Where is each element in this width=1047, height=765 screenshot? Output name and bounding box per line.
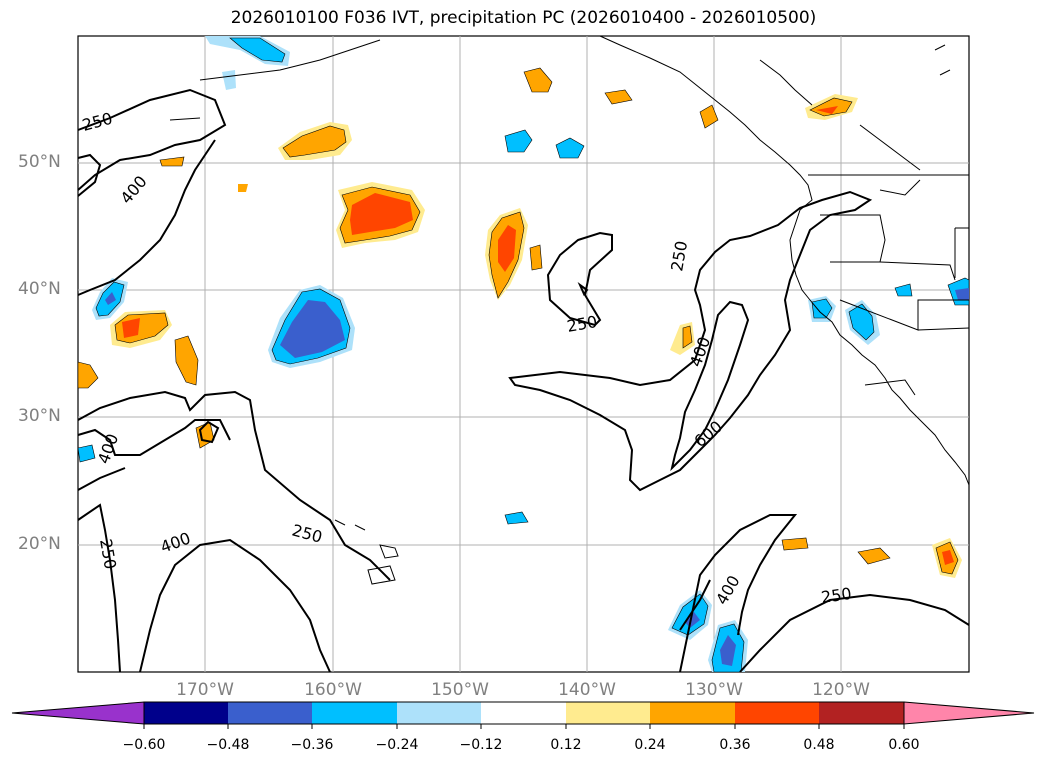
lon-label: 140°W	[558, 680, 616, 700]
precip-blob	[699, 104, 719, 129]
precip-blob	[781, 537, 809, 551]
precip-blob	[720, 635, 736, 666]
colorbar-tick: 0.36	[719, 737, 751, 753]
precip-blob	[77, 444, 96, 463]
precip-blob	[811, 298, 833, 319]
colorbar-tick: 0.48	[803, 737, 835, 753]
precip-blob	[848, 303, 875, 341]
precip-blob	[105, 292, 116, 305]
colorbar-segment	[397, 702, 481, 724]
map-title: 2026010100 F036 IVT, precipitation PC (2…	[230, 8, 817, 28]
precip-blob	[857, 547, 891, 565]
ivt-contours	[77, 88, 970, 673]
map-frame	[77, 35, 970, 673]
lat-label: 30°N	[18, 406, 61, 426]
precip-blob	[350, 193, 413, 235]
precip-blob	[809, 97, 853, 117]
colorbar-tick: 0.24	[634, 737, 666, 753]
colorbar-segment	[735, 702, 819, 724]
precip-blob	[504, 511, 529, 525]
colorbar-tick: −0.24	[375, 737, 419, 753]
colorbar-tick: −0.60	[122, 737, 166, 753]
contour-label: 250	[820, 584, 853, 607]
precip-blob	[159, 156, 185, 167]
precip-blob	[682, 325, 693, 349]
lat-label: 40°N	[18, 279, 61, 299]
lat-label: 50°N	[18, 152, 61, 172]
ivt-precip-map: 250 400 250 400 250 250 400 600 400 250 …	[77, 35, 970, 673]
colorbar-extend-high	[903, 701, 1035, 725]
precip-blob	[498, 225, 516, 272]
colorbar-tick: −0.48	[206, 737, 250, 753]
colorbar-segment	[566, 702, 650, 724]
precip-blob	[282, 125, 347, 158]
colorbar-segment	[312, 702, 397, 724]
colorbar-segment	[650, 702, 735, 724]
precip-blob	[229, 37, 286, 63]
colorbar-tick: −0.12	[459, 737, 503, 753]
precip-blob	[604, 89, 633, 105]
precip-blob	[280, 300, 345, 358]
colorbar-tick: 0.12	[550, 737, 582, 753]
precip-anomaly-fills	[77, 36, 970, 673]
precip-blob	[685, 612, 700, 628]
lon-label: 120°W	[812, 680, 870, 700]
precip-blob	[122, 318, 140, 338]
colorbar-tick: 0.60	[888, 737, 920, 753]
colorbar-segment	[144, 702, 228, 724]
precip-blob	[955, 288, 969, 300]
colorbar-extend-low	[11, 701, 145, 725]
lat-label: 20°N	[18, 534, 61, 554]
lon-label: 150°W	[431, 680, 489, 700]
precip-blob	[504, 129, 533, 153]
colorbar-tick: −0.36	[290, 737, 334, 753]
coastlines	[169, 35, 970, 585]
precip-blob	[523, 67, 553, 93]
precip-blob	[555, 137, 585, 159]
colorbar-segment	[481, 702, 566, 724]
precip-blob	[238, 184, 248, 192]
precip-blob	[529, 244, 543, 271]
precip-blob	[816, 106, 838, 114]
precip-blob	[222, 70, 236, 90]
precip-blob	[894, 283, 913, 297]
lon-label: 160°W	[304, 680, 362, 700]
colorbar	[11, 701, 1035, 729]
colorbar-segment	[228, 702, 312, 724]
precip-blob	[174, 335, 199, 386]
lon-label: 170°W	[176, 680, 234, 700]
colorbar-segment	[819, 702, 904, 724]
lon-label: 130°W	[685, 680, 743, 700]
precip-blob	[942, 550, 954, 565]
precip-blob	[77, 361, 99, 389]
colorbar-outline	[143, 701, 905, 725]
